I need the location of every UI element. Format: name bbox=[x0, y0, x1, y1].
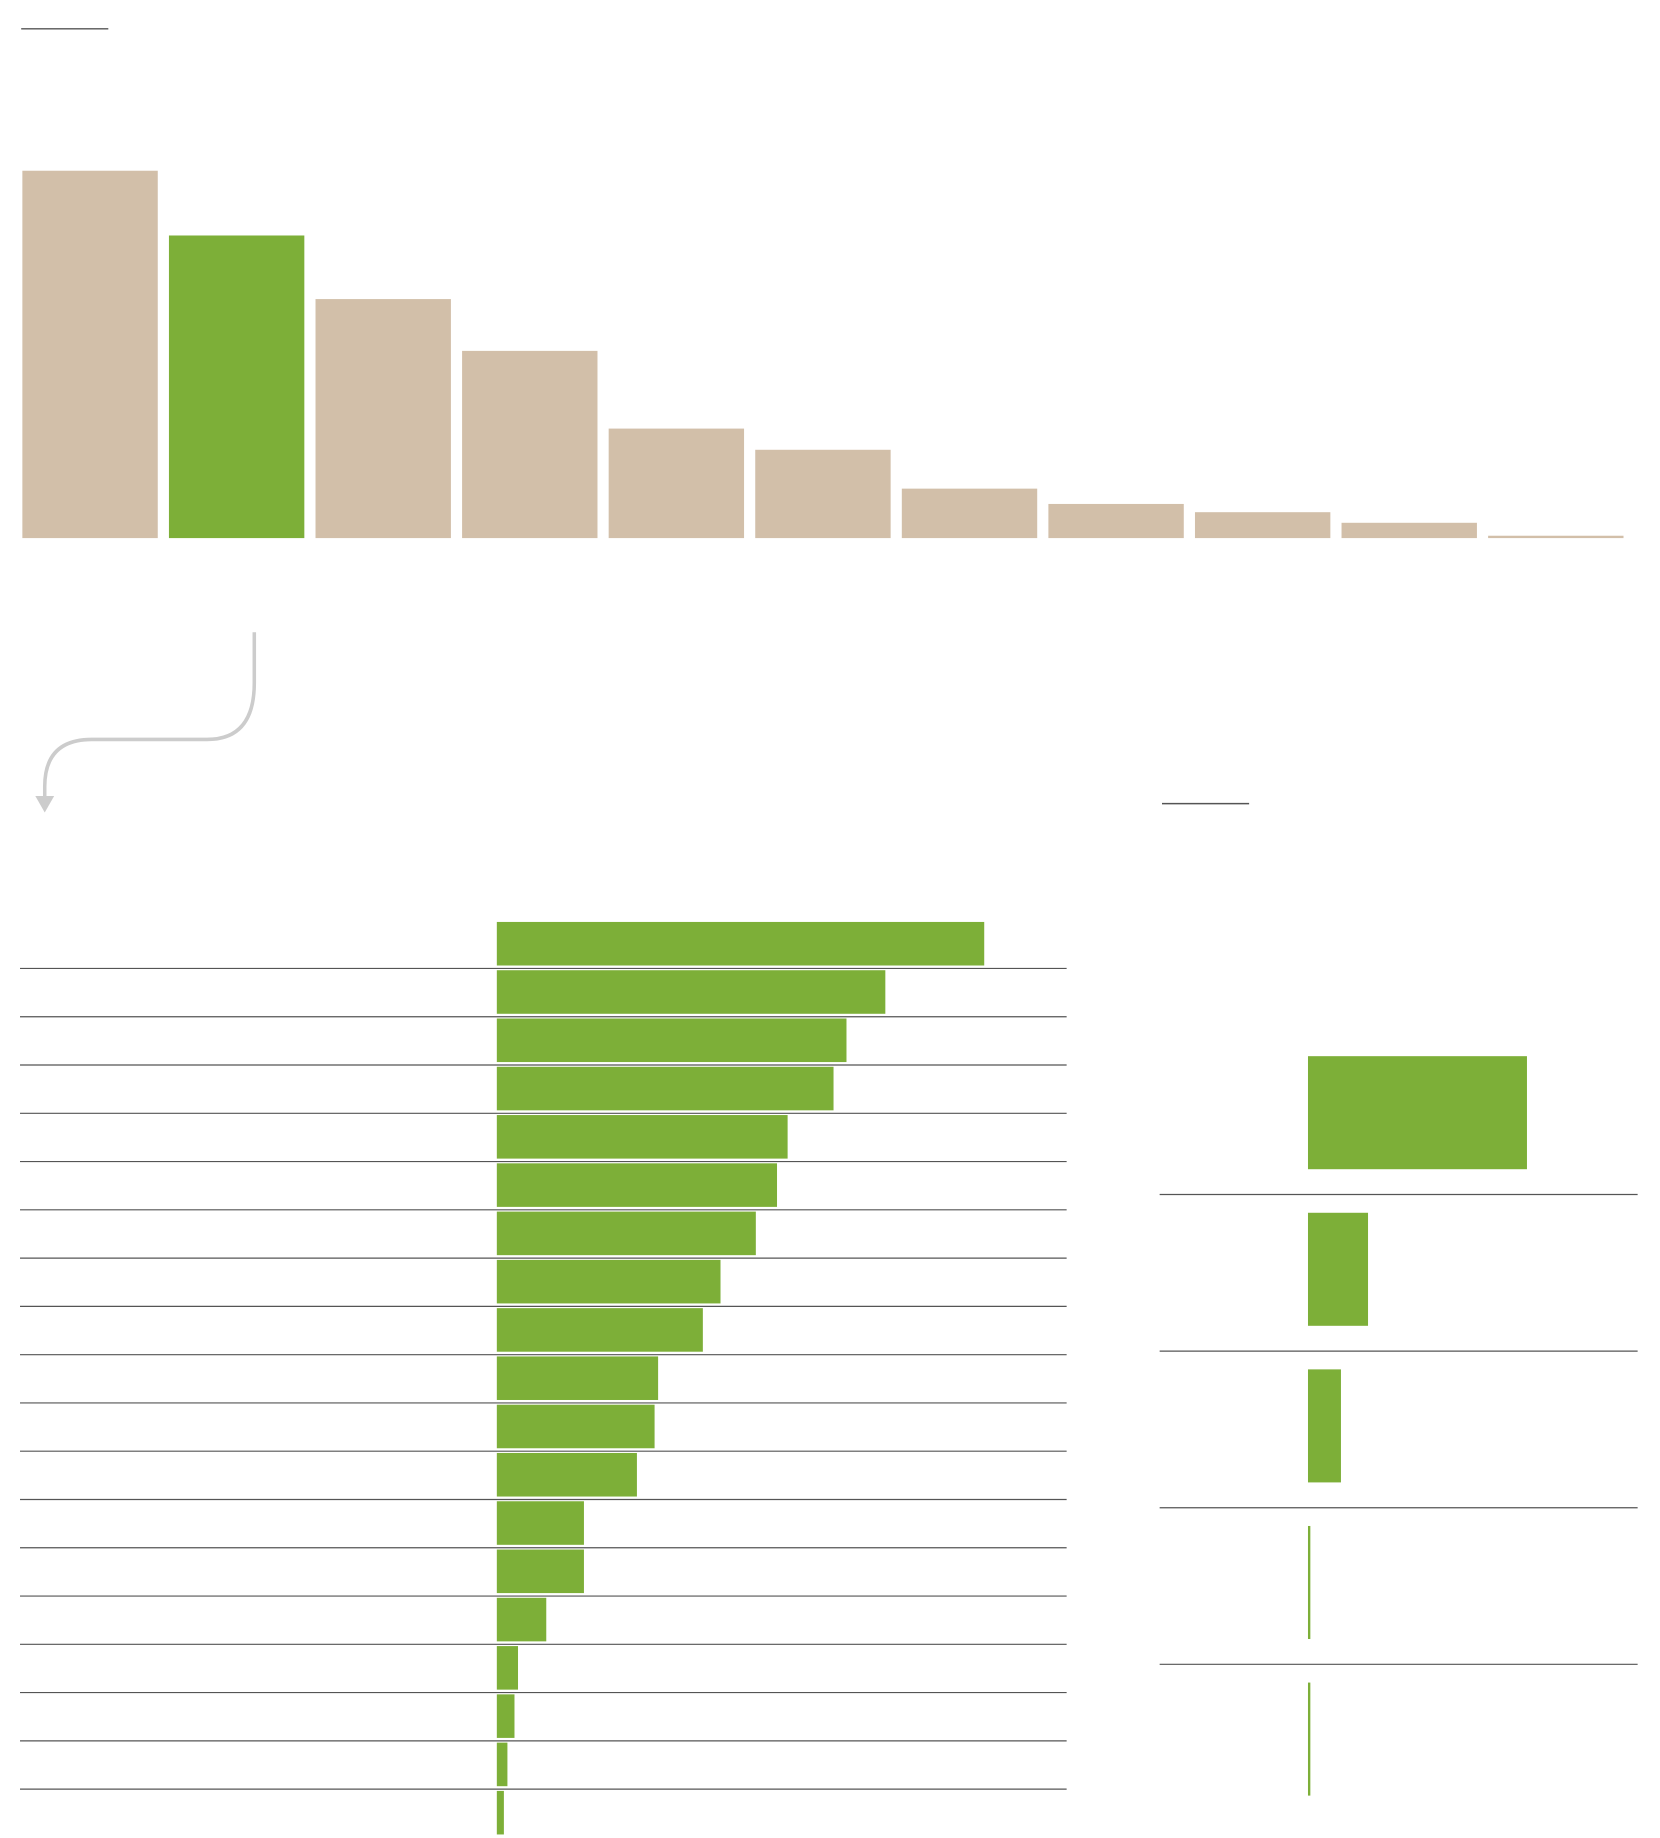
hbar-11 bbox=[496, 1404, 655, 1449]
hbar-16 bbox=[496, 1646, 519, 1690]
hbar-1 bbox=[496, 921, 985, 966]
hbar-4 bbox=[496, 1066, 834, 1111]
hbar-3 bbox=[496, 1018, 847, 1063]
hbar-13 bbox=[496, 1501, 584, 1545]
hbar-10 bbox=[496, 1356, 659, 1400]
bar-3 bbox=[315, 299, 451, 539]
bar-6 bbox=[755, 449, 891, 539]
right-bar-2 bbox=[1307, 1212, 1369, 1326]
bar-10 bbox=[1341, 522, 1477, 539]
right-bar-chart bbox=[1159, 1056, 1638, 1796]
hbar-15 bbox=[496, 1597, 547, 1642]
bar-8 bbox=[1048, 503, 1184, 539]
right-bar-5 bbox=[1307, 1682, 1311, 1796]
hbar-14 bbox=[496, 1549, 584, 1594]
bar-1 bbox=[22, 170, 158, 539]
bar-4 bbox=[462, 350, 598, 539]
hbar-8 bbox=[496, 1259, 721, 1304]
bar-9 bbox=[1194, 512, 1331, 539]
right-bar-3 bbox=[1307, 1369, 1341, 1483]
bar-7 bbox=[901, 488, 1038, 539]
hbar-2 bbox=[496, 970, 886, 1014]
bar-11 bbox=[1488, 535, 1624, 539]
hbar-7 bbox=[496, 1211, 756, 1256]
right-bar-1 bbox=[1307, 1056, 1527, 1170]
hbar-12 bbox=[496, 1452, 637, 1497]
hbar-17 bbox=[496, 1694, 515, 1738]
horizontal-bar-chart bbox=[20, 921, 1067, 1835]
right-bar-4 bbox=[1307, 1525, 1311, 1640]
hbar-18 bbox=[496, 1742, 508, 1787]
hbar-19 bbox=[496, 1790, 504, 1835]
bar-2 bbox=[168, 235, 305, 539]
connector-arrow bbox=[42, 632, 257, 799]
hbar-5 bbox=[496, 1115, 788, 1159]
arrow-head-icon bbox=[35, 795, 55, 813]
hbar-9 bbox=[496, 1308, 703, 1352]
vertical-bar-chart bbox=[22, 170, 1624, 539]
bar-5 bbox=[608, 428, 745, 539]
hbar-6 bbox=[496, 1163, 778, 1207]
